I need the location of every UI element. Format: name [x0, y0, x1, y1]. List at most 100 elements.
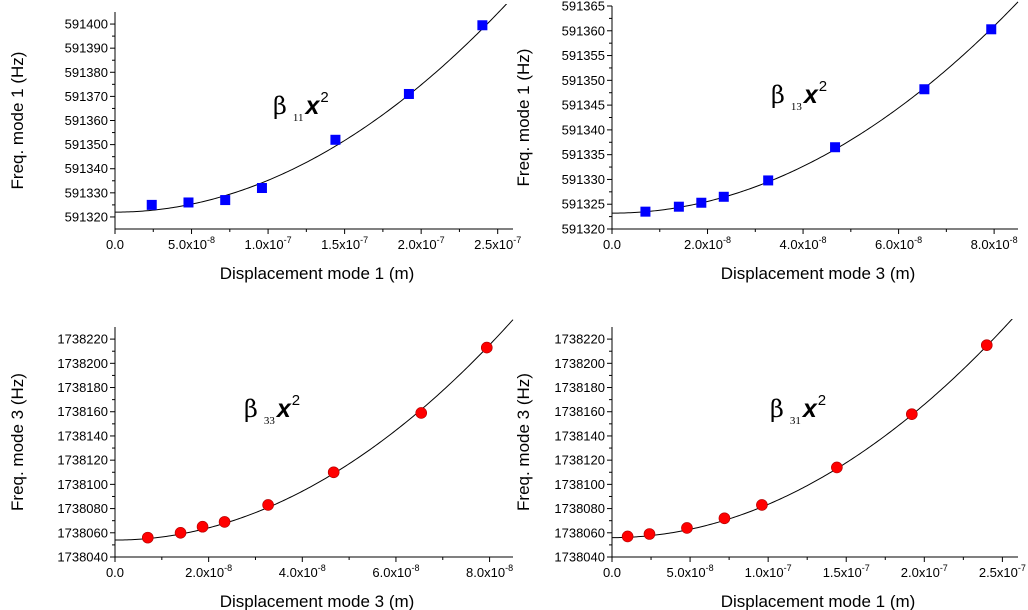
x-tick-label: 2.0x10-8 — [185, 563, 232, 580]
x-tick-label: 0.0 — [603, 237, 621, 252]
y-tick-label: 591390 — [65, 41, 108, 56]
y-tick-label: 1738140 — [57, 428, 108, 443]
chart-panel-1: 0.0 5.0x10-8 1.0x10-7 1.5x10-7 2.0x10-7 2.5x1… — [8, 0, 521, 283]
data-point — [919, 84, 929, 94]
data-point — [986, 24, 996, 34]
y-tick-label: 1738060 — [57, 525, 108, 540]
x-tick-label: 2.0x10-7 — [398, 235, 445, 252]
x-axis-label: Displacement mode 3 (m) — [721, 264, 916, 283]
y-tick-label: 591325 — [562, 197, 605, 212]
fit-curve — [115, 320, 513, 540]
y-tick-label: 591345 — [562, 98, 605, 113]
y-tick-label: 1738160 — [554, 404, 605, 419]
data-point — [481, 342, 492, 353]
data-point — [330, 135, 340, 145]
y-tick-label: 1738200 — [57, 356, 108, 371]
y-tick-label: 591340 — [562, 122, 605, 137]
data-point — [906, 409, 917, 420]
chart-panel-3: 0.0 2.0x10-8 4.0x10-8 6.0x10-8 8.0x10-8 17380… — [8, 320, 513, 610]
y-tick-label: 591370 — [65, 89, 108, 104]
x-tick-label: 1.5x10-7 — [321, 235, 368, 252]
data-point — [644, 529, 655, 540]
x-tick-label: 2.5x10-7 — [979, 563, 1026, 580]
x-axis-label: Displacement mode 1 (m) — [721, 592, 916, 610]
y-tick-label: 591400 — [65, 17, 108, 32]
data-point — [197, 521, 208, 532]
y-tick-label: 1738080 — [57, 501, 108, 516]
y-tick-label: 1738220 — [554, 332, 605, 347]
y-tick-label: 591355 — [562, 48, 605, 63]
y-tick-label: 1738140 — [554, 428, 605, 443]
x-tick-label: 1.5x10-7 — [823, 563, 870, 580]
x-tick-label: 5.0x10-8 — [168, 235, 215, 252]
data-point — [416, 407, 427, 418]
chart-panel-2: 0.0 2.0x10-8 4.0x10-8 6.0x10-8 8.0x10-8 59132… — [514, 0, 1018, 283]
y-tick-label: 591320 — [65, 209, 108, 224]
x-tick-label: 2.0x10-8 — [684, 235, 731, 252]
y-axis-label: Freq. mode 3 (Hz) — [514, 373, 533, 511]
x-tick-label: 6.0x10-8 — [875, 235, 922, 252]
x-tick-label: 0.0 — [106, 237, 124, 252]
data-point — [263, 499, 274, 510]
x-tick-label: 2.5x10-7 — [474, 235, 521, 252]
data-point — [257, 183, 267, 193]
y-tick-label: 591330 — [65, 185, 108, 200]
x-tick-label: 2.0x10-7 — [901, 563, 948, 580]
x-axis-label: Displacement mode 1 (m) — [220, 264, 415, 283]
data-point — [756, 499, 767, 510]
y-tick-label: 1738180 — [57, 380, 108, 395]
data-point — [981, 340, 992, 351]
y-tick-label: 1738180 — [554, 380, 605, 395]
data-point — [719, 192, 729, 202]
beta-annotation: β 13x2 — [771, 78, 827, 113]
data-point — [183, 197, 193, 207]
y-tick-label: 591350 — [562, 73, 605, 88]
data-point — [763, 175, 773, 185]
x-tick-label: 8.0x10-8 — [971, 235, 1018, 252]
x-axis-label: Displacement mode 3 (m) — [220, 592, 415, 610]
x-tick-label: 4.0x10-8 — [780, 235, 827, 252]
y-tick-label: 1738220 — [57, 332, 108, 347]
x-tick-label: 0.0 — [106, 565, 124, 580]
beta-annotation: β 11x2 — [273, 89, 329, 124]
x-tick-label: 6.0x10-8 — [372, 563, 419, 580]
y-tick-label: 591380 — [65, 65, 108, 80]
x-tick-label: 0.0 — [603, 565, 621, 580]
y-tick-label: 1738040 — [554, 550, 605, 565]
y-tick-label: 591365 — [562, 0, 605, 14]
fit-curve — [612, 313, 1018, 538]
chart-panel-4: 0.0 5.0x10-8 1.0x10-7 1.5x10-7 2.0x10-7 2.5x1… — [514, 313, 1026, 610]
data-point — [622, 531, 633, 542]
y-tick-label: 591320 — [562, 222, 605, 237]
y-tick-label: 1738100 — [554, 477, 605, 492]
data-point — [404, 89, 414, 99]
data-point — [175, 527, 186, 538]
data-point — [220, 195, 230, 205]
data-point — [477, 20, 487, 30]
x-tick-label: 1.0x10-7 — [745, 563, 792, 580]
data-point — [147, 200, 157, 210]
data-point — [219, 516, 230, 527]
data-point — [696, 198, 706, 208]
y-tick-label: 1738060 — [554, 525, 605, 540]
data-point — [328, 467, 339, 478]
y-tick-label: 591350 — [65, 137, 108, 152]
y-tick-label: 1738200 — [554, 356, 605, 371]
y-tick-label: 591335 — [562, 147, 605, 162]
data-point — [831, 462, 842, 473]
y-tick-label: 1738120 — [554, 453, 605, 468]
data-point — [674, 202, 684, 212]
x-tick-label: 5.0x10-8 — [667, 563, 714, 580]
x-tick-label: 1.0x10-7 — [245, 235, 292, 252]
y-tick-label: 591360 — [65, 113, 108, 128]
y-tick-label: 1738040 — [57, 550, 108, 565]
x-tick-label: 8.0x10-8 — [466, 563, 513, 580]
data-point — [142, 532, 153, 543]
y-tick-label: 1738080 — [554, 501, 605, 516]
beta-annotation: β 33x2 — [244, 392, 300, 427]
beta-annotation: β 31x2 — [770, 392, 826, 427]
y-tick-label: 591340 — [65, 161, 108, 176]
y-tick-label: 591330 — [562, 172, 605, 187]
y-axis-label: Freq. mode 1 (Hz) — [514, 49, 533, 187]
